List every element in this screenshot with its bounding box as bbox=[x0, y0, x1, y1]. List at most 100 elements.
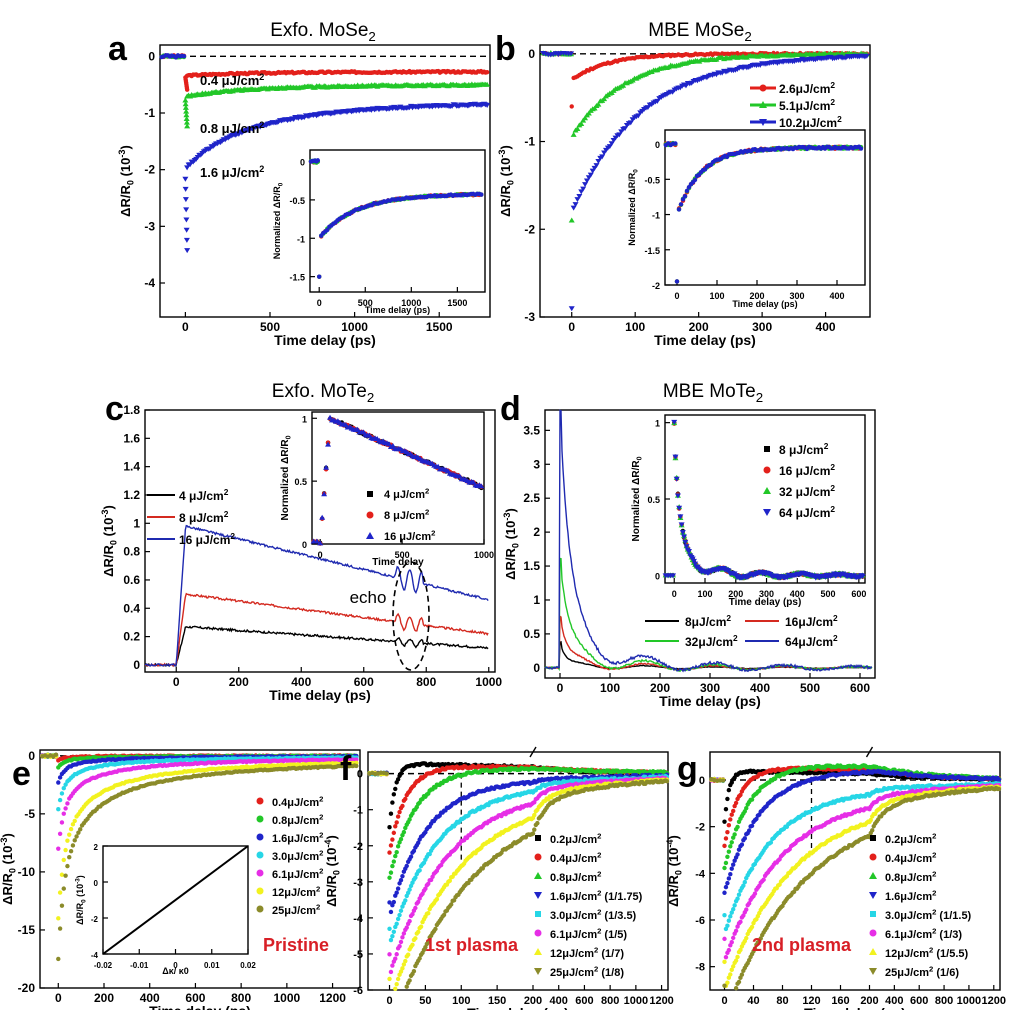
data-point bbox=[65, 863, 70, 869]
data-point bbox=[674, 493, 681, 499]
legend-label: 12μJ/cm2 bbox=[272, 885, 320, 899]
text-part: 32 μJ/cm bbox=[779, 485, 830, 499]
y-tick-label: 3 bbox=[533, 457, 540, 471]
y-tick-label: -4 bbox=[91, 951, 99, 960]
x-tick-label: 400 bbox=[816, 320, 836, 334]
text-part: 2 bbox=[259, 164, 264, 174]
data-point bbox=[391, 899, 397, 905]
data-point bbox=[390, 863, 395, 869]
panel-title: MBE MoTe2 bbox=[663, 381, 763, 405]
text-part: -3 bbox=[100, 510, 110, 518]
text-part: 2 bbox=[319, 831, 323, 840]
legend-label: 5.1μJ/cm2 bbox=[779, 97, 835, 113]
plot-frame bbox=[664, 414, 866, 584]
text-part: ) bbox=[324, 835, 339, 839]
panel-letter: f bbox=[340, 750, 352, 788]
legend-label: 4 μJ/cm2 bbox=[179, 487, 229, 503]
text-part: -3 bbox=[502, 513, 512, 521]
data-point bbox=[319, 514, 326, 520]
text-part: 2 bbox=[833, 613, 838, 623]
text-part: MBE MoTe bbox=[663, 381, 756, 402]
data-point bbox=[484, 103, 491, 109]
y-tick-label: 0 bbox=[533, 661, 540, 675]
legend-marker bbox=[256, 833, 264, 841]
annotation: echo bbox=[350, 588, 387, 607]
data-point bbox=[394, 890, 399, 895]
y-tick-label: -4 bbox=[144, 276, 155, 290]
data-point bbox=[484, 81, 491, 87]
data-point bbox=[182, 104, 189, 110]
y-tick-label: 0.5 bbox=[294, 477, 307, 487]
text-part: 2 bbox=[259, 120, 264, 130]
y-tick-label: 3.5 bbox=[523, 423, 540, 437]
panel-title: Exfo. MoTe2 bbox=[272, 381, 374, 405]
plot-frame bbox=[311, 411, 485, 545]
data-point bbox=[65, 801, 70, 806]
y-tick-label: -6 bbox=[353, 985, 363, 997]
text-part: 10.2μJ/cm bbox=[779, 116, 837, 130]
panel-f: 0 50 100 150 200 400 600 800 1000 12000-1-2-3-4-5… bbox=[323, 746, 674, 1010]
y-tick-label: 0.5 bbox=[647, 495, 660, 505]
data-point bbox=[595, 101, 602, 107]
y-tick-label: 0 bbox=[148, 49, 155, 63]
text-part: 0.8 μJ/cm bbox=[200, 121, 259, 136]
text-part: 2 bbox=[319, 867, 323, 876]
data-point bbox=[59, 903, 65, 908]
legend-label: 4 μJ/cm2 bbox=[384, 487, 429, 501]
y-tick-label: 0 bbox=[28, 749, 35, 763]
data-point bbox=[182, 176, 189, 182]
data-point bbox=[59, 791, 65, 796]
data-point bbox=[479, 192, 484, 197]
x-tick-label: 100 bbox=[709, 291, 724, 301]
x-tick-label: 0.01 bbox=[204, 961, 220, 970]
plot-frame bbox=[664, 129, 866, 286]
text-part: 2 bbox=[367, 390, 374, 405]
x-axis-label: Time delay (ps) bbox=[269, 687, 371, 703]
text-part: ) bbox=[0, 833, 15, 837]
text-part: ) bbox=[498, 145, 513, 149]
series-label: 0.8 μJ/cm2 bbox=[200, 120, 264, 136]
data-point bbox=[388, 909, 394, 915]
data-point bbox=[56, 807, 61, 812]
data-point bbox=[390, 837, 395, 842]
text-part: 2 bbox=[756, 390, 763, 405]
text-part: ΔR/R bbox=[324, 874, 339, 906]
text-part: 2 bbox=[833, 633, 838, 643]
data-point bbox=[181, 53, 187, 59]
x-tick-label: 1000 bbox=[624, 995, 648, 1007]
data-point bbox=[183, 227, 190, 233]
data-point bbox=[393, 853, 398, 859]
x-tick-label: 100 bbox=[697, 589, 712, 599]
x-tick-label: 0 bbox=[318, 550, 323, 560]
x-tick-label: 0 bbox=[672, 589, 677, 599]
panel-title: Exfo. MoSe2 bbox=[270, 20, 376, 44]
legend-marker bbox=[759, 119, 767, 126]
text-part: 2 bbox=[224, 509, 229, 519]
text-part: 2 bbox=[316, 903, 320, 912]
data-point bbox=[61, 886, 66, 891]
y-tick-label: -0.5 bbox=[644, 175, 660, 185]
y-tick-label: -0.5 bbox=[289, 196, 305, 206]
data-point bbox=[63, 806, 68, 811]
y-tick-label: 1 bbox=[133, 516, 140, 530]
text-part: (10 bbox=[498, 158, 513, 180]
data-point bbox=[394, 820, 399, 825]
data-point bbox=[398, 877, 404, 883]
legend-label: 8 μJ/cm2 bbox=[179, 509, 229, 525]
text-part: 4 μJ/cm bbox=[384, 489, 425, 501]
y-tick-label: 1.8 bbox=[123, 403, 140, 417]
legend-label: 16 μJ/cm2 bbox=[384, 529, 435, 543]
text-part: 2 bbox=[830, 504, 835, 514]
data-point bbox=[580, 186, 587, 192]
data-point bbox=[183, 119, 190, 125]
y-tick-label: -5 bbox=[24, 807, 35, 821]
text-part: ) bbox=[101, 505, 116, 509]
text-part: 2 bbox=[830, 483, 835, 493]
data-point bbox=[68, 848, 74, 854]
x-tick-label: 600 bbox=[575, 995, 593, 1007]
data-point bbox=[354, 763, 359, 769]
text-part: 2 bbox=[733, 633, 738, 643]
panel-letter: b bbox=[495, 30, 516, 68]
